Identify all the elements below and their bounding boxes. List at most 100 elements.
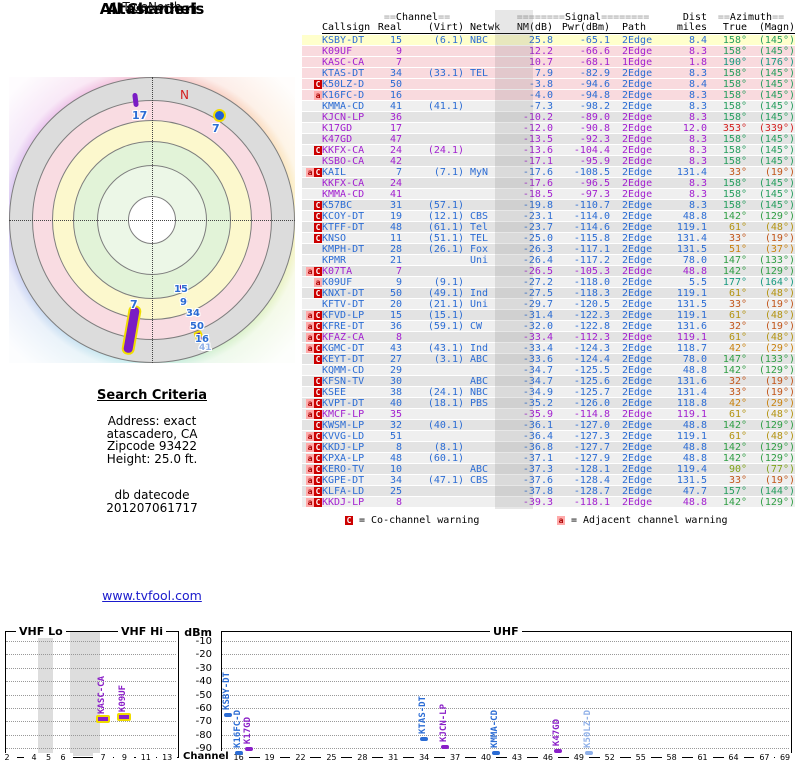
cell-pw: Pwr(dBm) — [561, 22, 610, 33]
cell-nm: -32.0 — [522, 321, 553, 332]
cell-vi — [402, 189, 464, 200]
cell-pw: -97.3 — [579, 189, 610, 200]
cell-cs: KJCN-LP — [322, 112, 365, 123]
table-row: a C KFRE-DT 36 (59.1) CW -32.0 -122.8 2Edge 131.6… — [302, 321, 795, 332]
table-row: C KEYT-DT 27 (3.1) ABC -33.6 -124.4 2Edge 78.0 14… — [302, 354, 795, 365]
cell-pa: 2Edge — [622, 46, 653, 57]
table-row: KASC-CA 7 10.7 -68.1 1Edge 1.8 190° (176°) — [302, 57, 795, 68]
cell-w — [302, 365, 322, 376]
cell-az: 42° — [728, 343, 747, 354]
table-row: a C KFVD-LP 15 (15.1) -31.4 -122.3 2Edge 119.1 61… — [302, 310, 795, 321]
cell-mg: (129°) — [758, 453, 795, 464]
cell-pw: -90.8 — [579, 123, 610, 134]
dbm-tick-label: -70 — [195, 716, 212, 728]
cell-ne: Fox — [470, 244, 489, 255]
cell-pa: 2Edge — [622, 497, 653, 508]
cell-re: 36 — [389, 321, 402, 332]
cell-pw: -127.0 — [573, 420, 610, 431]
cell-nm: -33.4 — [522, 332, 553, 343]
cell-pa: 2Edge — [622, 299, 653, 310]
cell-pw: -105.3 — [573, 266, 610, 277]
cell-re: 28 — [389, 244, 402, 255]
true-north-label: TrueNorth — [122, 0, 182, 14]
cell-ne: NBC — [470, 387, 489, 398]
channel-tick-label: 25 — [321, 753, 342, 762]
table-row: a K09UF 9 (9.1) -27.2 -118.0 2Edge 5.5 177° (164°… — [302, 277, 795, 288]
cell-mg: (145°) — [758, 79, 795, 90]
cell-nm: -27.2 — [522, 277, 553, 288]
cell-nm: -12.0 — [522, 123, 553, 134]
radar-marker-label: 9 — [180, 297, 187, 308]
cell-cs: KFRE-DT — [322, 321, 365, 332]
cell-az: 177° — [722, 277, 747, 288]
cell-vi: (26.1) — [427, 244, 464, 255]
dbm-gridline — [6, 734, 176, 736]
cell-re: 36 — [389, 112, 402, 123]
cell-cs: KMMA-CD — [322, 189, 365, 200]
co-channel-legend-item: C = Co-channel warning — [345, 515, 479, 527]
cell-az: 51° — [728, 244, 747, 255]
cell-cs: KMMA-CD — [322, 101, 365, 112]
cell-w: C — [302, 79, 322, 90]
cell-ne — [464, 310, 504, 321]
cell-nm: -26.3 — [522, 244, 553, 255]
co-channel-warning-icon: C — [314, 234, 322, 243]
co-channel-warning-icon: C — [314, 201, 322, 210]
co-channel-warning-icon: C — [314, 322, 322, 331]
cell-vi — [402, 79, 464, 90]
channel-tick-label: 40 — [476, 753, 497, 762]
cell-re: 35 — [389, 409, 402, 420]
cell-nm: -3.8 — [528, 79, 553, 90]
cell-az: 142° — [722, 497, 747, 508]
cell-cs: KMCF-LP — [322, 409, 365, 420]
cell-ne — [464, 486, 504, 497]
radar-marker-label: 7 — [130, 298, 138, 311]
channel-tick-label: 13 — [157, 753, 178, 762]
cell-az: 33° — [728, 299, 747, 310]
cell-cs: K47GD — [322, 134, 353, 145]
cell-nm: -26.5 — [522, 266, 553, 277]
adjacent-channel-warning-icon: a — [306, 168, 314, 177]
cell-vi: (61.1) — [427, 222, 464, 233]
cell-mi: 131.4 — [676, 387, 707, 398]
signal-bar-label: KJCN-LP — [438, 703, 449, 742]
cell-pw: -98.2 — [579, 101, 610, 112]
cell-pa: 2Edge — [622, 233, 653, 244]
cell-ne: CBS — [470, 211, 489, 222]
cell-vi — [402, 46, 464, 57]
table-row: a C K07TA 7 -26.5 -105.3 2Edge 48.8 142° (129°) — [302, 266, 795, 277]
cell-vi — [402, 112, 464, 123]
cell-mi: 8.3 — [688, 68, 707, 79]
dbm-tick-label: -10 — [195, 636, 212, 647]
cell-ne — [464, 420, 504, 431]
cell-w — [302, 134, 322, 145]
dbm-gridline — [6, 748, 176, 749]
cell-cs: KSEE — [322, 387, 347, 398]
cell-vi: (60.1) — [427, 453, 464, 464]
cell-w — [302, 299, 322, 310]
channel-tick-label: 2 — [0, 753, 17, 762]
cell-cs: KEYT-DT — [322, 354, 365, 365]
cell-cs: KFTV-DT — [322, 299, 365, 310]
channel-tick-label: 7 — [93, 753, 113, 762]
vhf-lo-label: VHF Lo — [16, 625, 66, 638]
cell-ne — [464, 497, 504, 508]
cell-vi: (15.1) — [427, 310, 464, 321]
cell-ne — [464, 409, 504, 420]
cell-w — [302, 156, 322, 167]
cell-ne — [464, 134, 504, 145]
tvfool-link[interactable]: www.tvfool.com — [102, 588, 202, 603]
cell-az: 142° — [722, 420, 747, 431]
cell-nm: -13.5 — [522, 134, 553, 145]
cell-w — [302, 22, 322, 33]
cell-vi — [402, 266, 464, 277]
search-criteria-block: Search Criteria Address: exact atascader… — [52, 388, 252, 514]
table-row: a C KERO-TV 10 ABC -37.3 -128.1 2Edge 119.4 90° (7… — [302, 464, 795, 475]
cell-mg: (129°) — [758, 420, 795, 431]
cell-mi: 131.4 — [676, 233, 707, 244]
cell-pw: -112.3 — [573, 332, 610, 343]
adjacent-channel-warning-icon: a — [306, 410, 314, 419]
